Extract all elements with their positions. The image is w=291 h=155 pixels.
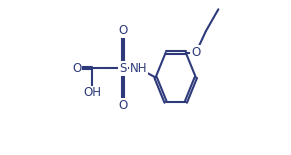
Text: S: S <box>119 62 127 75</box>
Text: OH: OH <box>83 86 101 100</box>
Text: O: O <box>72 62 81 75</box>
Text: O: O <box>191 46 200 59</box>
Text: O: O <box>118 99 128 112</box>
Text: O: O <box>118 24 128 38</box>
Text: NH: NH <box>130 62 147 75</box>
